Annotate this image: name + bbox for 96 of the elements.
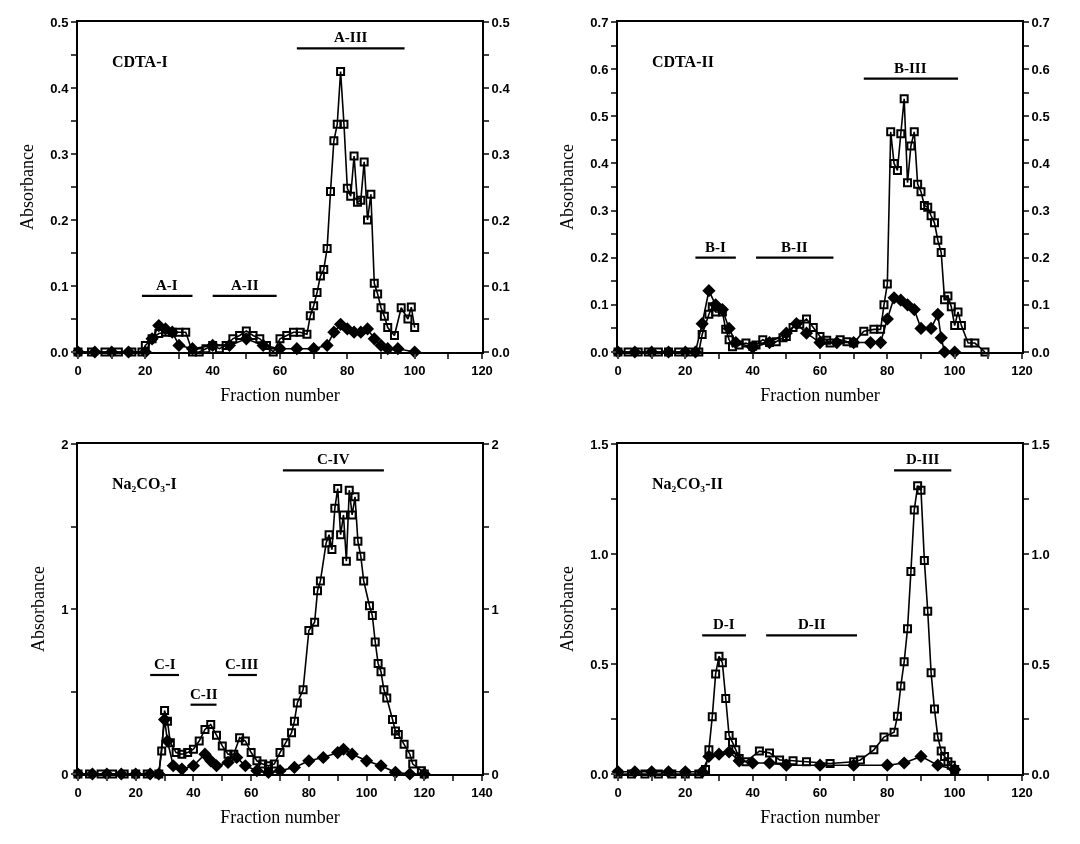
y2-tick-label: 1 bbox=[491, 601, 499, 617]
y-tick-label: 0.5 bbox=[590, 656, 609, 672]
y-tick-label: 0.4 bbox=[50, 80, 70, 96]
x-tick-label: 80 bbox=[880, 362, 895, 378]
x-tick-label: 0 bbox=[614, 362, 622, 378]
x-tick-label: 40 bbox=[745, 784, 760, 800]
y-axis-title: Absorbance bbox=[27, 566, 48, 652]
y2-tick-label: 0.0 bbox=[1031, 766, 1050, 782]
y2-tick-label: 0.3 bbox=[491, 146, 510, 162]
x-tick-label: 20 bbox=[678, 784, 693, 800]
x-axis-title: Fraction number bbox=[760, 807, 880, 828]
y2-tick-label: 0.1 bbox=[491, 278, 510, 294]
x-tick-label: 80 bbox=[301, 784, 317, 800]
x-tick-label: 20 bbox=[138, 362, 153, 378]
x-tick-label: 0 bbox=[74, 784, 82, 800]
x-tick-label: 120 bbox=[1011, 362, 1033, 378]
x-tick-label: 80 bbox=[340, 362, 355, 378]
y2-tick-label: 0.2 bbox=[491, 212, 510, 228]
series-label: D-II bbox=[798, 616, 826, 632]
y-tick-label: 0.0 bbox=[590, 344, 609, 360]
y-tick-label: 0.1 bbox=[590, 297, 609, 313]
y2-tick-label: 0.5 bbox=[1031, 108, 1050, 124]
x-tick-label: 100 bbox=[355, 784, 378, 800]
x-tick-label: 100 bbox=[943, 784, 966, 800]
y-tick-label: 0.5 bbox=[50, 14, 69, 30]
x-tick-label: 0 bbox=[74, 362, 82, 378]
series-label: A-II bbox=[231, 277, 259, 293]
y-tick-label: 0.0 bbox=[590, 766, 609, 782]
x-tick-label: 100 bbox=[943, 362, 966, 378]
series-label: B-I bbox=[705, 239, 726, 255]
y2-tick-label: 0.1 bbox=[1031, 297, 1050, 313]
y-tick-label: 0.6 bbox=[590, 61, 609, 77]
series-label: C-I bbox=[154, 656, 176, 672]
y2-tick-label: 0.0 bbox=[491, 344, 510, 360]
series-label: B-II bbox=[781, 239, 808, 255]
y-tick-label: 1.5 bbox=[590, 436, 609, 452]
y-tick-label: 0.7 bbox=[590, 14, 609, 30]
y2-tick-label: 0.6 bbox=[1031, 61, 1050, 77]
y2-tick-label: 0.5 bbox=[491, 14, 510, 30]
y2-tick-label: 0.5 bbox=[1031, 656, 1050, 672]
y2-tick-label: 1.0 bbox=[1031, 546, 1050, 562]
y2-tick-label: 0.3 bbox=[1031, 203, 1050, 219]
y2-tick-label: 0.7 bbox=[1031, 14, 1050, 30]
y-tick-label: 1.0 bbox=[590, 546, 609, 562]
y-tick-label: 0.3 bbox=[590, 203, 609, 219]
x-axis-title: Fraction number bbox=[760, 385, 880, 406]
x-tick-label: 40 bbox=[745, 362, 760, 378]
y2-tick-label: 0.2 bbox=[1031, 250, 1050, 266]
y2-tick-label: 1.5 bbox=[1031, 436, 1050, 452]
x-tick-label: 40 bbox=[205, 362, 220, 378]
series-label: D-I bbox=[713, 616, 735, 632]
y2-tick-label: 0.0 bbox=[1031, 344, 1050, 360]
series-label: C-III bbox=[225, 656, 259, 672]
y-axis-title: Absorbance bbox=[557, 144, 578, 230]
y-axis-title: Absorbance bbox=[17, 144, 38, 230]
x-tick-label: 40 bbox=[186, 784, 201, 800]
series-label: A-I bbox=[156, 277, 178, 293]
x-tick-label: 60 bbox=[272, 362, 288, 378]
x-tick-label: 120 bbox=[413, 784, 436, 800]
series-label: C-IV bbox=[317, 451, 350, 467]
y-tick-label: 2 bbox=[61, 436, 69, 452]
series-label: C-II bbox=[190, 686, 218, 702]
x-tick-label: 120 bbox=[1011, 784, 1033, 800]
text: Na₂CO₃-II bbox=[652, 475, 723, 492]
text: CDTA-II bbox=[652, 53, 714, 70]
text: Na₂CO₃-I bbox=[112, 475, 177, 492]
y-tick-label: 0.1 bbox=[50, 278, 69, 294]
y-tick-label: 0.0 bbox=[50, 344, 69, 360]
series-label: B-III bbox=[894, 60, 927, 76]
y-tick-label: 0.2 bbox=[50, 212, 69, 228]
y-tick-label: 1 bbox=[61, 601, 69, 617]
y2-tick-label: 0.4 bbox=[1031, 155, 1051, 171]
text: CDTA-I bbox=[112, 53, 168, 70]
y-tick-label: 0.3 bbox=[50, 146, 69, 162]
y-tick-label: 0.4 bbox=[590, 155, 610, 171]
y-axis-title: Absorbance bbox=[557, 566, 578, 652]
x-tick-label: 60 bbox=[812, 362, 828, 378]
x-axis-title: Fraction number bbox=[220, 807, 340, 828]
series-label: D-III bbox=[906, 451, 940, 467]
x-axis-title: Fraction number bbox=[220, 385, 340, 406]
y-tick-label: 0.2 bbox=[590, 250, 609, 266]
x-tick-label: 60 bbox=[812, 784, 828, 800]
x-tick-label: 100 bbox=[403, 362, 426, 378]
series-label: A-III bbox=[334, 29, 368, 45]
y2-tick-label: 0.4 bbox=[491, 80, 511, 96]
y-tick-label: 0.5 bbox=[590, 108, 609, 124]
y2-tick-label: 2 bbox=[491, 436, 499, 452]
x-tick-label: 120 bbox=[471, 362, 493, 378]
x-tick-label: 60 bbox=[243, 784, 259, 800]
x-tick-label: 0 bbox=[614, 784, 622, 800]
x-tick-label: 20 bbox=[128, 784, 143, 800]
x-tick-label: 80 bbox=[880, 784, 895, 800]
x-tick-label: 140 bbox=[471, 784, 493, 800]
y-tick-label: 0 bbox=[61, 766, 69, 782]
x-tick-label: 20 bbox=[678, 362, 693, 378]
y2-tick-label: 0 bbox=[491, 766, 499, 782]
